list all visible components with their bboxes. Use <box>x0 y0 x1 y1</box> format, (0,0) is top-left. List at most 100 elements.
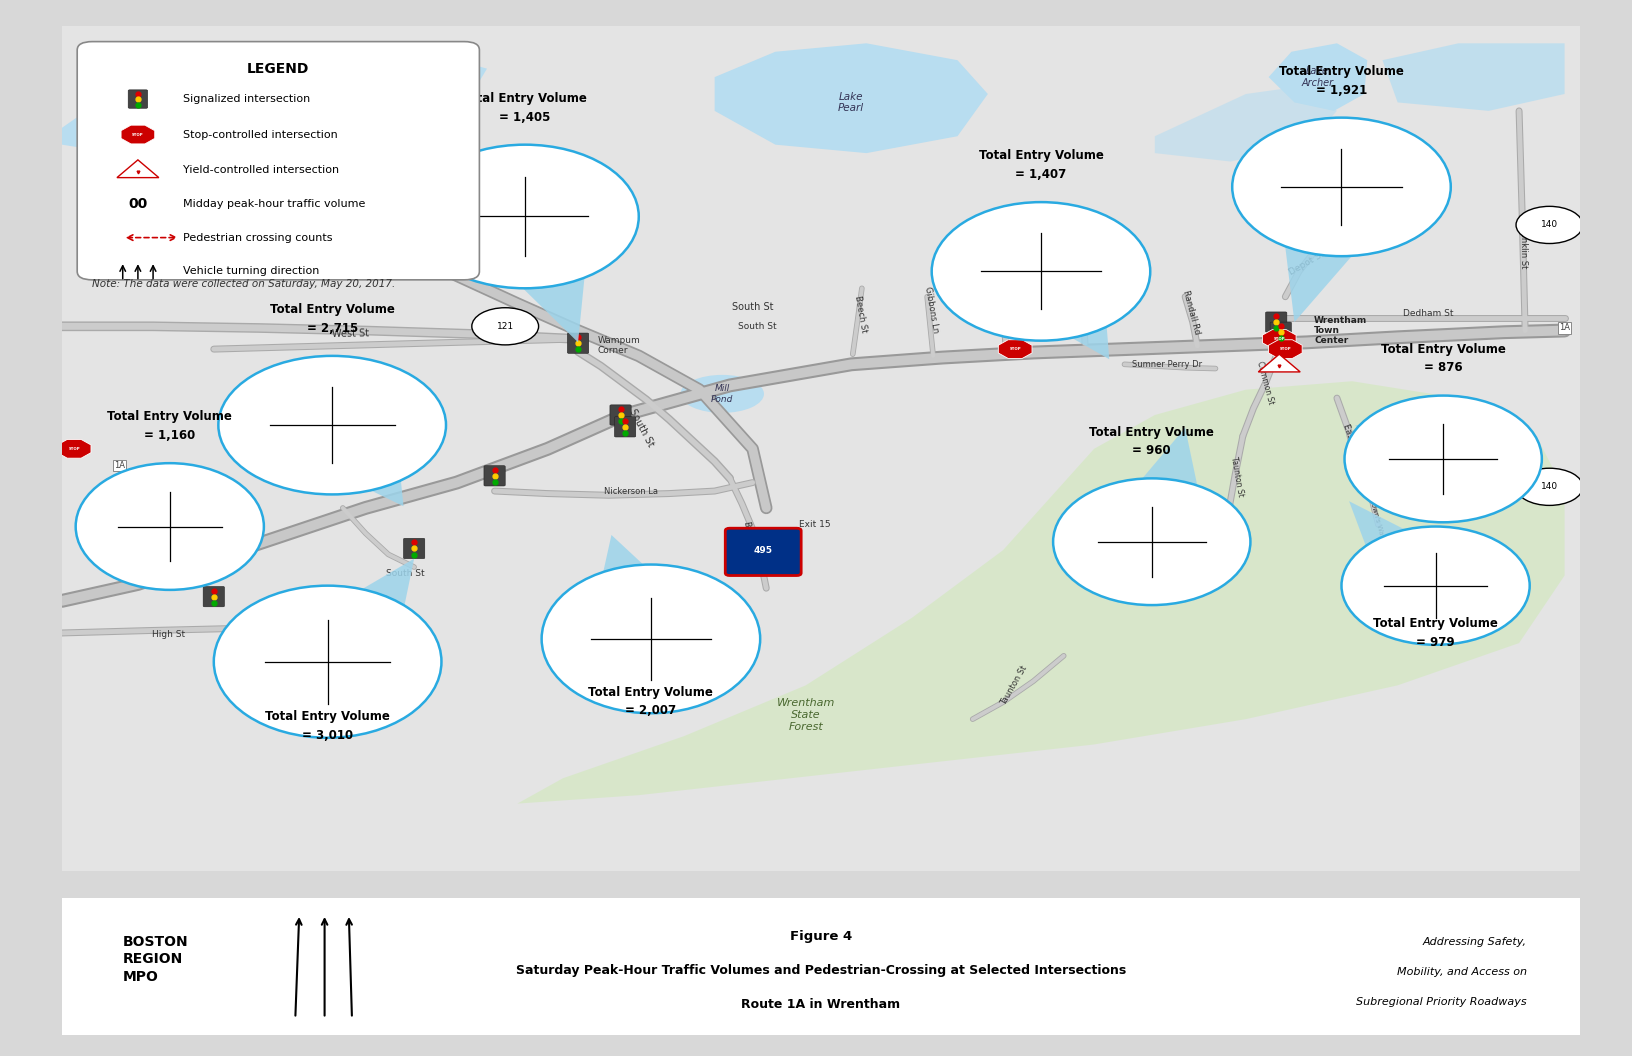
Text: West St: West St <box>331 328 369 339</box>
Text: Total Entry Volume: Total Entry Volume <box>108 411 232 423</box>
Text: = 1,407: = 1,407 <box>1015 168 1067 181</box>
Text: Total Entry Volume: Total Entry Volume <box>1381 343 1506 356</box>
Polygon shape <box>1382 43 1565 111</box>
Ellipse shape <box>1342 527 1529 645</box>
Text: 00: 00 <box>129 196 147 211</box>
FancyBboxPatch shape <box>47 18 1594 880</box>
FancyBboxPatch shape <box>77 41 480 280</box>
Text: 140: 140 <box>1541 483 1559 491</box>
Polygon shape <box>57 439 91 458</box>
Text: Pedestrian crossing counts: Pedestrian crossing counts <box>183 232 333 243</box>
Text: Wrentham
Town
Center: Wrentham Town Center <box>1314 316 1368 345</box>
Text: South St: South St <box>628 407 656 449</box>
FancyBboxPatch shape <box>1265 312 1288 333</box>
FancyBboxPatch shape <box>485 466 506 486</box>
Text: Yield-controlled intersection: Yield-controlled intersection <box>183 165 339 175</box>
Text: BOSTON
REGION
MPO: BOSTON REGION MPO <box>122 935 188 984</box>
Polygon shape <box>1268 340 1302 358</box>
Text: = 1,405: = 1,405 <box>499 111 550 124</box>
Text: Beech St: Beech St <box>852 295 868 333</box>
Polygon shape <box>1093 428 1211 547</box>
Text: 140: 140 <box>1541 221 1559 229</box>
Text: STOP: STOP <box>1279 347 1291 351</box>
Text: Franklin St: Franklin St <box>1519 224 1528 268</box>
Ellipse shape <box>1232 117 1451 257</box>
Polygon shape <box>62 43 486 162</box>
Ellipse shape <box>681 375 764 413</box>
Text: = 876: = 876 <box>1423 361 1462 375</box>
Ellipse shape <box>1053 478 1250 605</box>
Text: Stop-controlled intersection: Stop-controlled intersection <box>183 130 338 139</box>
Ellipse shape <box>411 145 638 288</box>
FancyBboxPatch shape <box>31 894 1611 1038</box>
Text: Total Entry Volume: Total Entry Volume <box>1089 426 1214 438</box>
Text: South St: South St <box>738 321 777 331</box>
Polygon shape <box>588 535 715 646</box>
Circle shape <box>1516 206 1583 244</box>
Text: = 1,160: = 1,160 <box>144 429 196 442</box>
Text: Subregional Priority Roadways: Subregional Priority Roadways <box>1356 997 1526 1007</box>
Text: Taunton St: Taunton St <box>999 664 1028 706</box>
Text: Midday peak-hour traffic volume: Midday peak-hour traffic volume <box>183 199 366 209</box>
Text: Total Entry Volume: Total Entry Volume <box>264 711 390 723</box>
Text: Depot St: Depot St <box>1288 249 1325 277</box>
Text: South St: South St <box>731 302 774 312</box>
Text: Sumner Perry Dr: Sumner Perry Dr <box>1133 360 1203 369</box>
Text: = 2,007: = 2,007 <box>625 704 677 717</box>
Text: Figure 4: Figure 4 <box>790 929 852 943</box>
Polygon shape <box>1278 180 1405 322</box>
Text: Creek St: Creek St <box>1079 270 1093 306</box>
FancyBboxPatch shape <box>1270 322 1291 342</box>
Text: David Brown's Way: David Brown's Way <box>1361 473 1386 540</box>
Ellipse shape <box>219 356 446 494</box>
Ellipse shape <box>542 565 761 713</box>
Text: Dedham St: Dedham St <box>1404 309 1452 318</box>
Text: Berry St: Berry St <box>743 521 757 555</box>
Text: LEGEND: LEGEND <box>246 61 310 76</box>
Text: East St: East St <box>1342 422 1359 453</box>
Polygon shape <box>517 381 1565 804</box>
Text: = 1,921: = 1,921 <box>1315 83 1368 96</box>
Polygon shape <box>271 409 403 506</box>
Text: 121: 121 <box>496 322 514 331</box>
Text: STOP: STOP <box>132 133 144 136</box>
FancyBboxPatch shape <box>315 219 392 265</box>
Text: Eastside
Rd: Eastside Rd <box>996 278 1020 316</box>
Text: Total Entry Volume: Total Entry Volume <box>979 149 1103 163</box>
Polygon shape <box>119 512 220 573</box>
Text: High St: High St <box>152 630 184 639</box>
FancyBboxPatch shape <box>568 333 589 354</box>
Text: = 2,715: = 2,715 <box>307 322 357 335</box>
Text: STOP: STOP <box>1273 337 1284 341</box>
Polygon shape <box>715 43 987 153</box>
Circle shape <box>1516 468 1583 506</box>
Polygon shape <box>1355 426 1477 486</box>
Polygon shape <box>121 126 155 144</box>
Text: Note: The data were collected on Saturday, May 20, 2017.: Note: The data were collected on Saturda… <box>93 279 395 289</box>
Text: Wrentham
Premium
Village
Outlets: Wrentham Premium Village Outlets <box>292 435 343 479</box>
Polygon shape <box>366 43 457 145</box>
Text: Exit 15: Exit 15 <box>800 521 831 529</box>
Text: Signalized intersection: Signalized intersection <box>183 94 310 105</box>
Text: 1A: 1A <box>1559 323 1570 333</box>
FancyBboxPatch shape <box>403 539 424 559</box>
Ellipse shape <box>1345 396 1542 523</box>
Text: Mill
Pond: Mill Pond <box>712 384 733 403</box>
Text: Total Entry Volume: Total Entry Volume <box>269 303 395 316</box>
Polygon shape <box>1350 502 1485 601</box>
Text: Total Entry Volume: Total Entry Volume <box>589 685 713 699</box>
Ellipse shape <box>214 586 441 738</box>
Text: South St: South St <box>385 569 424 578</box>
Text: = 3,010: = 3,010 <box>302 729 353 742</box>
Text: = 960: = 960 <box>1133 445 1172 457</box>
Polygon shape <box>1263 329 1296 348</box>
Polygon shape <box>266 559 415 678</box>
Text: Randall Rd: Randall Rd <box>1182 289 1201 335</box>
Text: Route 1A in Wrentham: Route 1A in Wrentham <box>741 998 901 1012</box>
Text: Lake
Archer: Lake Archer <box>1301 67 1333 88</box>
FancyBboxPatch shape <box>610 404 632 426</box>
FancyBboxPatch shape <box>129 90 147 109</box>
Circle shape <box>472 307 539 345</box>
Text: Mobility, and Access on: Mobility, and Access on <box>1397 966 1526 977</box>
Text: Total Entry Volume: Total Entry Volume <box>1373 618 1498 630</box>
